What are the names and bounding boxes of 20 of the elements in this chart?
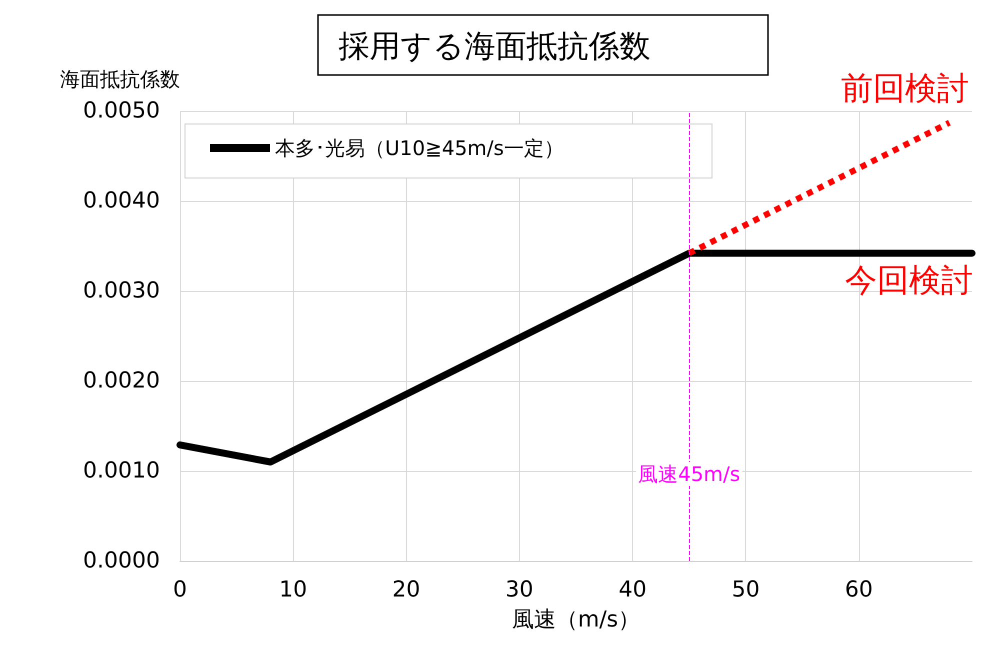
- x-tick-label: 30: [505, 578, 534, 602]
- x-tick-label: 0: [173, 578, 187, 602]
- y-axis-title: 海面抵抗係数: [60, 67, 180, 91]
- ref-line-label: 風速45m/s: [638, 462, 740, 486]
- y-tick-label: 0.0000: [83, 548, 160, 574]
- legend-label: 本多･光易（U10≧45m/s一定）: [275, 136, 564, 160]
- x-axis-title: 風速（m/s）: [512, 608, 640, 632]
- y-tick-label: 0.0010: [83, 458, 160, 484]
- y-tick-label: 0.0030: [83, 278, 160, 304]
- x-tick-label: 50: [732, 578, 760, 602]
- x-tick-label: 10: [279, 578, 308, 602]
- x-tick-label: 40: [618, 578, 647, 602]
- y-tick-label: 0.0040: [83, 188, 160, 214]
- x-tick-label: 60: [844, 578, 873, 602]
- text: 前回検討: [841, 69, 969, 107]
- annotation: 今回検討: [845, 261, 973, 299]
- x-tick-label: 20: [392, 578, 420, 602]
- y-tick-label: 0.0050: [83, 98, 160, 124]
- chart-title: 採用する海面抵抗係数: [338, 28, 650, 64]
- y-tick-label: 0.0020: [83, 368, 160, 394]
